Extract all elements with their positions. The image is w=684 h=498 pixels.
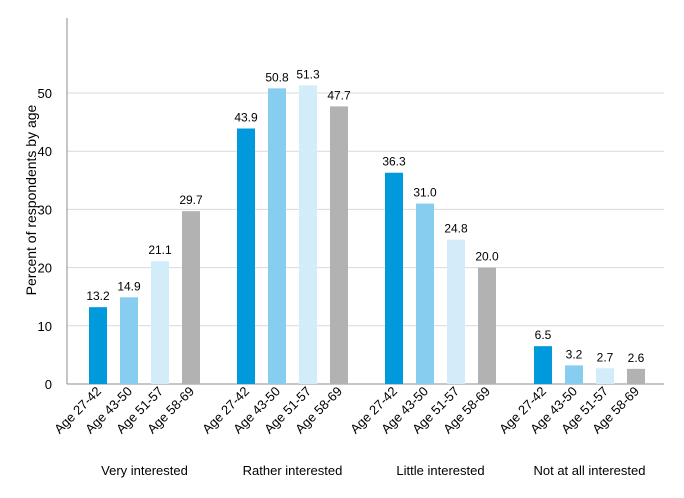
bar: [534, 346, 552, 384]
data-label: 2.7: [597, 350, 614, 364]
bar: [89, 307, 107, 384]
data-label: 14.9: [117, 279, 141, 293]
bar: [478, 267, 496, 384]
category-label: Rather interested: [243, 463, 343, 478]
y-tick-label: 20: [38, 261, 52, 276]
y-tick-label: 50: [38, 86, 52, 101]
data-label: 31.0: [413, 186, 437, 200]
bar: [151, 261, 169, 384]
data-label: 47.7: [327, 88, 351, 102]
y-axis: 0 10 20 30 40 50: [38, 18, 68, 392]
bar: [330, 106, 348, 385]
y-tick-label: 40: [38, 144, 52, 159]
data-label: 2.6: [628, 351, 645, 365]
bar: [416, 203, 434, 384]
y-axis-label: Percent of respondents by age: [23, 104, 39, 295]
data-label: 29.7: [179, 193, 203, 207]
y-tick-label: 30: [38, 202, 52, 217]
data-label: 6.5: [535, 328, 552, 342]
data-label: 21.1: [148, 243, 172, 257]
category-label: Not at all interested: [533, 463, 645, 478]
data-label: 13.2: [86, 289, 110, 303]
bar: [627, 368, 645, 384]
y-tick-label: 10: [38, 319, 52, 334]
data-label: 24.8: [444, 222, 468, 236]
data-label: 51.3: [296, 67, 320, 81]
bars: 13.2 14.9 21.1 29.7 43.9 50.8 51.3 47.7 36.3 31.0…: [86, 67, 645, 385]
bar: [237, 128, 255, 384]
category-labels: Very interested Rather interested Little i…: [101, 463, 645, 478]
bar: [120, 297, 138, 384]
category-label: Little interested: [396, 463, 484, 478]
data-label: 36.3: [382, 155, 406, 169]
data-label: 3.2: [566, 347, 583, 361]
category-label: Very interested: [101, 463, 188, 478]
bar: [596, 368, 614, 384]
bar: [385, 172, 403, 384]
y-tick-label: 0: [45, 377, 52, 392]
data-label: 20.0: [475, 250, 499, 264]
bar: [447, 239, 465, 384]
bar: [565, 365, 583, 384]
data-label: 50.8: [265, 70, 289, 84]
bar: [182, 211, 200, 384]
bar: [268, 88, 286, 385]
bar: [299, 85, 317, 385]
data-label: 43.9: [234, 111, 258, 125]
